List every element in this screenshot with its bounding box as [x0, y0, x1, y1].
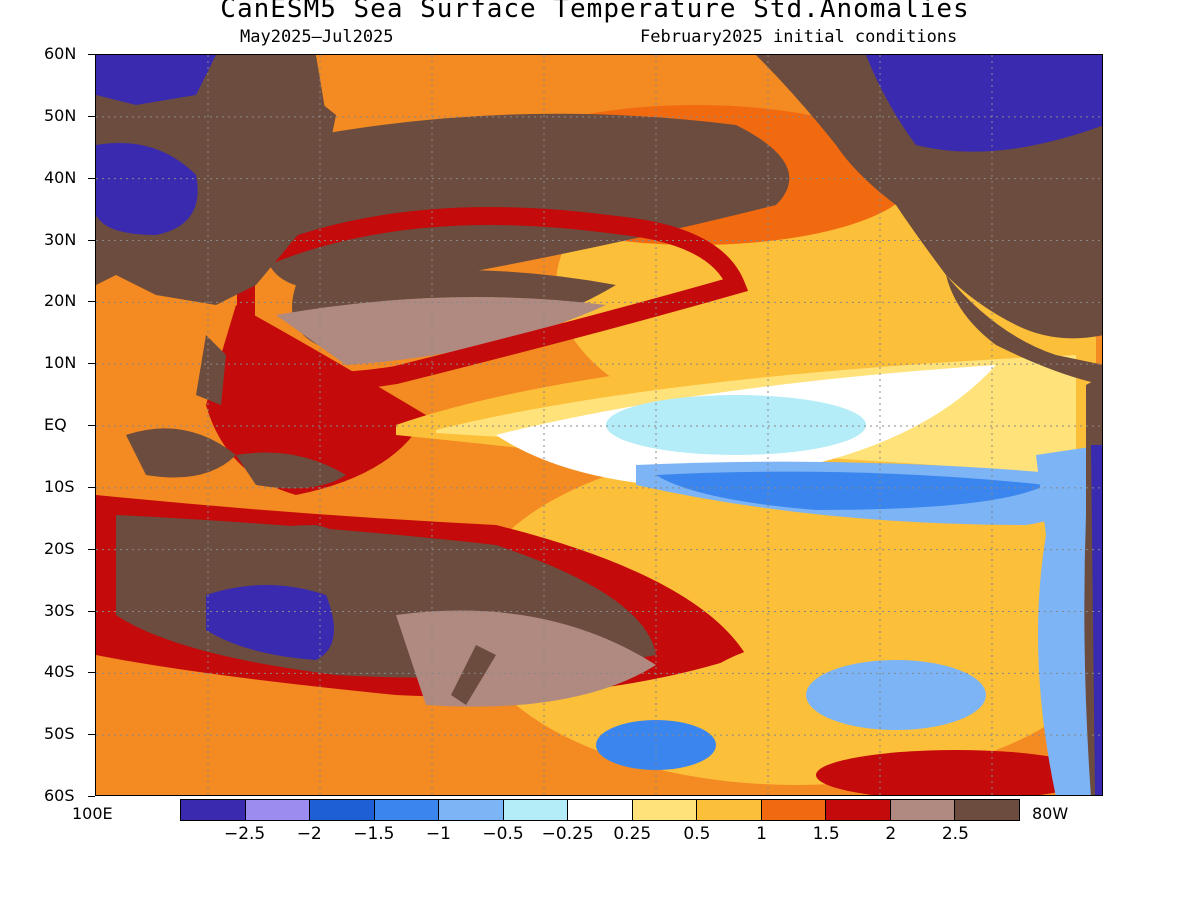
- asia-land: [96, 55, 326, 305]
- south-edge-red: [816, 750, 1096, 795]
- new-zealand-land: [451, 645, 496, 705]
- colorbar-label: −1.5: [353, 824, 395, 844]
- lon-left-label: 100E: [72, 804, 113, 823]
- lat-label: 20S: [44, 538, 75, 558]
- colorbar-swatch: [697, 800, 762, 820]
- colorbar-swatch: [890, 800, 956, 820]
- colorbar-swatch: [632, 800, 698, 820]
- lat-tick: [88, 178, 95, 179]
- colorbar: [180, 799, 1020, 821]
- siberia-cold-region: [96, 55, 216, 105]
- colorbar-swatch: [245, 800, 311, 820]
- lat-label: 40N: [44, 167, 77, 187]
- central-america-land: [946, 275, 1102, 385]
- lat-tick: [88, 672, 95, 673]
- lat-tick: [88, 734, 95, 735]
- colorbar-label: 0.25: [613, 824, 652, 844]
- lat-tick: [88, 240, 95, 241]
- anomaly-map: [95, 54, 1103, 796]
- lat-tick: [88, 363, 95, 364]
- canada-cold-region: [866, 55, 1102, 152]
- colorbar-label: 1.5: [812, 824, 840, 844]
- southeast-cool-patch: [806, 660, 986, 730]
- lat-tick: [88, 116, 95, 117]
- anomaly-field: [96, 55, 1102, 795]
- colorbar-label: 0.5: [683, 824, 711, 844]
- lat-label: 60S: [44, 786, 75, 805]
- initial-conditions: February2025 initial conditions: [640, 27, 958, 47]
- japan-land: [306, 95, 336, 175]
- lat-lon-grid: [96, 55, 1102, 795]
- north-pacific-anomaly-band: [266, 113, 790, 291]
- lat-label: 60N: [44, 44, 77, 63]
- colorbar-label: −0.5: [482, 824, 524, 844]
- new-guinea-land: [236, 452, 346, 489]
- colorbar-label: −0.25: [541, 824, 594, 844]
- colorbar-label: 2.5: [941, 824, 969, 844]
- forecast-period: May2025–Jul2025: [240, 27, 394, 47]
- colorbar-label: −2.5: [223, 824, 266, 844]
- lat-label: 50N: [44, 105, 77, 125]
- lat-tick: [88, 549, 95, 550]
- lat-label: 40S: [44, 662, 75, 682]
- lat-label: 30N: [44, 229, 77, 249]
- colorbar-swatch: [955, 800, 1019, 820]
- colorbar-swatch: [310, 800, 375, 820]
- colorbar-swatch: [568, 800, 633, 820]
- colorbar-label: 1: [756, 824, 767, 844]
- lat-label: 50S: [44, 724, 75, 744]
- equatorial-light-blue: [606, 395, 866, 455]
- lon-right-label: 80W: [1032, 804, 1069, 823]
- colorbar-swatch: [503, 800, 569, 820]
- chart-title: CanESM5 Sea Surface Temperature Std.Anom…: [220, 0, 970, 24]
- colorbar-swatch: [374, 800, 440, 820]
- lat-label: 20N: [44, 291, 77, 311]
- colorbar-swatch: [181, 800, 246, 820]
- western-warm-pool: [206, 305, 426, 495]
- lat-label: 10N: [44, 353, 77, 373]
- subtropical-pink-band: [276, 297, 606, 365]
- lat-tick: [88, 425, 95, 426]
- lat-tick: [88, 301, 95, 302]
- colorbar-label: −2: [296, 824, 322, 844]
- australia-cold-region: [206, 585, 334, 660]
- philippines-land: [196, 335, 226, 405]
- lat-tick: [88, 487, 95, 488]
- lat-label: 30S: [44, 600, 75, 620]
- southeast-cold-core: [656, 471, 1046, 510]
- lat-tick: [88, 54, 95, 55]
- asia-cold-region: [96, 143, 198, 235]
- lat-tick: [88, 796, 95, 797]
- colorbar-label: −1: [425, 824, 451, 844]
- lat-tick: [88, 611, 95, 612]
- andes-cold-region: [1091, 445, 1102, 795]
- colorbar-swatch: [439, 800, 504, 820]
- lat-label: 10S: [44, 476, 75, 496]
- colorbar-swatch: [761, 800, 827, 820]
- colorbar-label: 2: [885, 824, 897, 844]
- colorbar-swatch: [826, 800, 891, 820]
- lat-label: EQ: [44, 415, 67, 434]
